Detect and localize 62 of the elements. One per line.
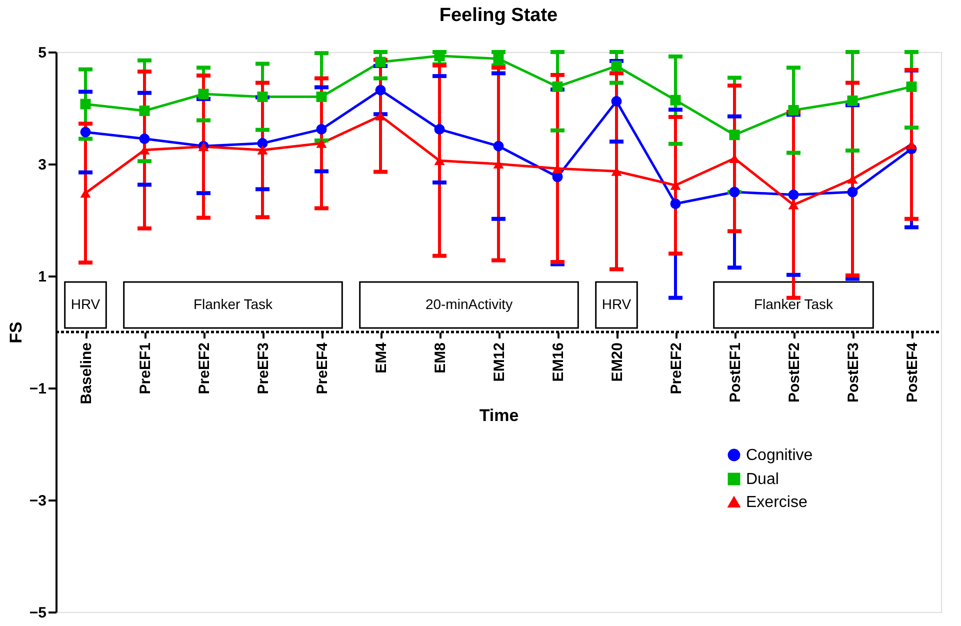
x-tick-label: PostEF2 xyxy=(786,342,803,403)
point xyxy=(80,126,91,138)
x-axis-title: Time xyxy=(479,406,519,426)
point xyxy=(670,94,681,106)
point xyxy=(847,95,858,106)
point xyxy=(316,124,327,135)
y-tick-label: −1 xyxy=(29,380,46,398)
point xyxy=(198,88,209,100)
point xyxy=(434,124,445,135)
point xyxy=(375,56,386,68)
point xyxy=(257,138,268,149)
y-tick-label: −3 xyxy=(29,492,46,510)
x-tick-label: PostEF3 xyxy=(845,342,862,403)
x-tick-label: EM20 xyxy=(609,342,626,382)
point xyxy=(80,98,91,110)
x-tick-label: PreEF2 xyxy=(196,342,213,394)
point xyxy=(611,60,622,72)
point xyxy=(729,130,740,140)
point xyxy=(788,104,799,116)
point xyxy=(847,186,858,198)
y-tick-label: 3 xyxy=(38,156,46,174)
point xyxy=(139,134,150,144)
point xyxy=(257,145,268,155)
band-label: HRV xyxy=(602,296,632,312)
point xyxy=(139,106,150,116)
x-tick-label: PostEF4 xyxy=(904,342,921,403)
x-tick-label: EM4 xyxy=(373,342,390,374)
x-tick-label: PreEF2 xyxy=(668,342,685,394)
y-tick-label: −5 xyxy=(29,604,46,622)
point xyxy=(316,138,327,148)
legend-label: Dual xyxy=(746,471,779,488)
point xyxy=(611,96,622,107)
point xyxy=(257,92,268,102)
band-label: 20-minActivity xyxy=(425,296,513,312)
point xyxy=(906,81,917,92)
x-tick-label: EM8 xyxy=(432,342,449,374)
band-label: Flanker Task xyxy=(754,296,834,312)
x-tick-label: PostEF1 xyxy=(727,342,744,403)
x-tick-label: EM12 xyxy=(491,342,508,382)
x-tick-label: PreEF4 xyxy=(314,342,331,394)
point xyxy=(316,92,327,102)
legend-label: Exercise xyxy=(746,494,808,511)
y-tick-label: 1 xyxy=(38,268,46,286)
point xyxy=(729,186,740,198)
legend-label: Cognitive xyxy=(746,447,813,464)
point xyxy=(493,53,504,64)
x-tick-label: Baseline xyxy=(78,342,95,404)
point xyxy=(788,190,799,200)
chart-title: Feeling State xyxy=(439,5,558,26)
point xyxy=(670,198,681,209)
y-tick-label: 5 xyxy=(38,44,46,62)
x-tick-label: PreEF3 xyxy=(255,342,272,394)
point xyxy=(493,140,504,152)
point xyxy=(552,81,563,92)
point xyxy=(375,111,386,120)
band-label: HRV xyxy=(70,296,101,312)
point xyxy=(375,84,386,96)
x-tick-label: EM16 xyxy=(550,342,567,382)
x-tick-label: PreEF1 xyxy=(137,342,154,394)
band-label: Flanker Task xyxy=(193,296,274,312)
y-axis-title: FS xyxy=(6,322,26,344)
point xyxy=(552,172,563,182)
